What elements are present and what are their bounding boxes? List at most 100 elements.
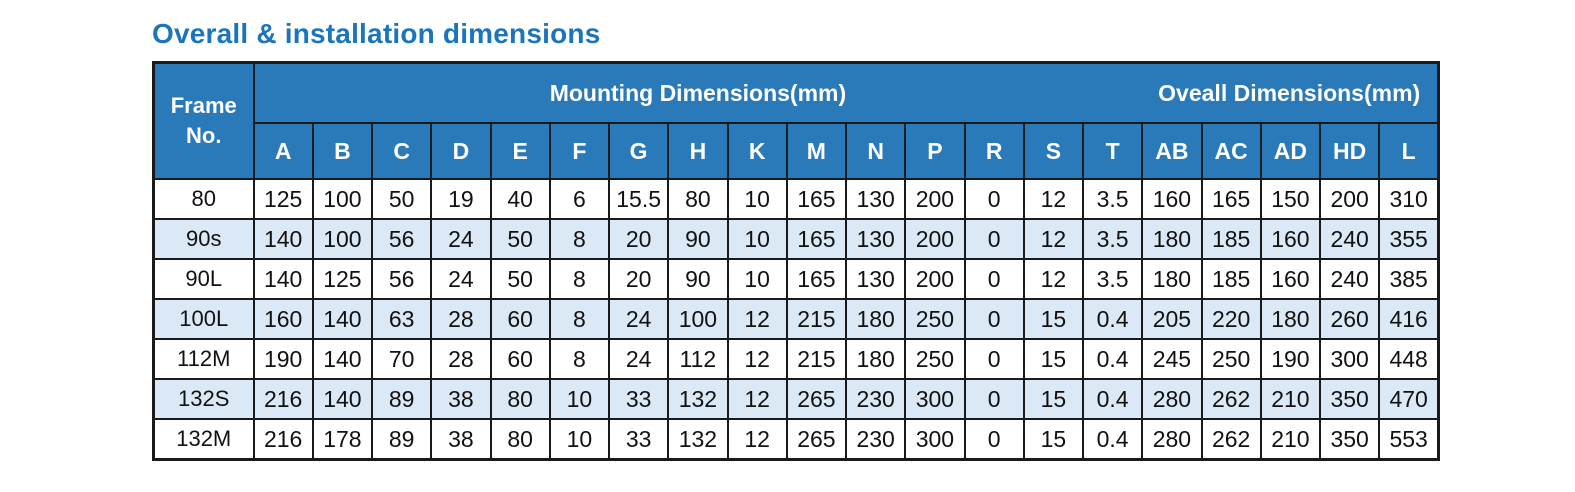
value-cell: 8	[548, 298, 611, 340]
value-cell: 265	[785, 378, 848, 420]
column-header-c: C	[370, 122, 433, 180]
value-cell: 262	[1200, 378, 1262, 420]
column-header-h: H	[667, 122, 729, 180]
value-cell: 15	[1022, 418, 1085, 461]
value-cell: 200	[904, 258, 966, 300]
value-cell: 90	[667, 218, 729, 260]
value-cell: 50	[370, 178, 433, 220]
value-cell: 70	[370, 338, 433, 380]
value-cell: 15.5	[607, 178, 670, 220]
value-cell: 100	[311, 218, 374, 260]
value-cell: 190	[1259, 338, 1322, 380]
table-row: 132S 216 140 89 38 80 10 33 132 12 265 230 300 0 15 0.4…	[152, 378, 1440, 420]
value-cell: 160	[1141, 178, 1203, 220]
value-cell: 12	[726, 418, 788, 461]
value-cell: 19	[430, 178, 492, 220]
group-header-mounting-dimensions: Mounting Dimensions(mm)	[549, 79, 847, 106]
table-row: 100L 160 140 63 28 60 8 24 100 12 215 180 250 0 15 0.4 2…	[152, 298, 1440, 340]
frame-cell: 100L	[152, 298, 255, 340]
value-cell: 470	[1378, 378, 1440, 420]
value-cell: 60	[489, 338, 551, 380]
value-cell: 416	[1378, 298, 1440, 340]
value-cell: 0.4	[1081, 298, 1144, 340]
value-cell: 12	[726, 338, 788, 380]
value-cell: 245	[1141, 338, 1203, 380]
value-cell: 185	[1200, 218, 1262, 260]
value-cell: 50	[489, 218, 551, 260]
value-cell: 100	[667, 298, 729, 340]
column-header-ad: AD	[1259, 122, 1322, 180]
value-cell: 165	[785, 178, 848, 220]
value-cell: 33	[607, 418, 670, 461]
column-header-d: D	[430, 122, 492, 180]
value-cell: 56	[370, 258, 433, 300]
value-cell: 300	[1318, 338, 1381, 380]
value-cell: 140	[311, 378, 374, 420]
value-cell: 10	[726, 258, 788, 300]
column-header-r: R	[963, 122, 1025, 180]
table-row: 132M 216 178 89 38 80 10 33 132 12 265 230 300 0 15 0.4…	[152, 418, 1440, 461]
value-cell: 262	[1200, 418, 1262, 461]
value-cell: 56	[370, 218, 433, 260]
column-header-a: A	[252, 122, 314, 180]
value-cell: 205	[1141, 298, 1203, 340]
value-cell: 12	[1022, 178, 1085, 220]
column-header-b: B	[311, 122, 374, 180]
table-row: 90L 140 125 56 24 50 8 20 90 10 165 130 200 0 12 3.5 180…	[152, 258, 1440, 300]
value-cell: 63	[370, 298, 433, 340]
value-cell: 280	[1141, 378, 1203, 420]
value-cell: 355	[1378, 218, 1440, 260]
column-header-e: E	[489, 122, 551, 180]
value-cell: 220	[1200, 298, 1262, 340]
value-cell: 160	[1259, 258, 1322, 300]
value-cell: 28	[430, 338, 492, 380]
value-cell: 10	[726, 178, 788, 220]
value-cell: 130	[844, 218, 907, 260]
value-cell: 60	[489, 298, 551, 340]
frame-cell: 80	[152, 178, 255, 220]
value-cell: 12	[1022, 218, 1085, 260]
column-header-g: G	[607, 122, 670, 180]
value-cell: 130	[844, 178, 907, 220]
value-cell: 553	[1378, 418, 1440, 461]
value-cell: 240	[1318, 218, 1381, 260]
group-header-overall-dimensions: Oveall Dimensions(mm)	[1158, 79, 1421, 106]
value-cell: 180	[844, 298, 907, 340]
value-cell: 140	[252, 218, 314, 260]
value-cell: 125	[311, 258, 374, 300]
value-cell: 230	[844, 418, 907, 461]
value-cell: 24	[607, 338, 670, 380]
value-cell: 178	[311, 418, 374, 461]
value-cell: 0	[963, 178, 1025, 220]
value-cell: 8	[548, 218, 611, 260]
value-cell: 165	[1200, 178, 1262, 220]
value-cell: 89	[370, 378, 433, 420]
value-cell: 350	[1318, 378, 1381, 420]
value-cell: 15	[1022, 378, 1085, 420]
column-header-m: M	[785, 122, 848, 180]
value-cell: 200	[904, 218, 966, 260]
value-cell: 0	[963, 418, 1025, 461]
value-cell: 0.4	[1081, 378, 1144, 420]
value-cell: 33	[607, 378, 670, 420]
frame-cell: 132M	[152, 418, 255, 461]
value-cell: 216	[252, 378, 314, 420]
table-row: 112M 190 140 70 28 60 8 24 112 12 215 180 250 0 15 0.4 2…	[152, 338, 1440, 380]
value-cell: 132	[667, 418, 729, 461]
value-cell: 3.5	[1081, 218, 1144, 260]
table-row: 90s 140 100 56 24 50 8 20 90 10 165 130 200 0 12 3.5 180…	[152, 218, 1440, 260]
column-header-n: N	[844, 122, 907, 180]
value-cell: 3.5	[1081, 258, 1144, 300]
value-cell: 12	[726, 378, 788, 420]
value-cell: 28	[430, 298, 492, 340]
frame-no-header: Frame No.	[152, 61, 255, 180]
group-header-row: Frame No. Mounting Dimensions(mm) Oveall…	[152, 61, 1440, 180]
column-header-hd: HD	[1318, 122, 1381, 180]
frame-cell: 90s	[152, 218, 255, 260]
value-cell: 89	[370, 418, 433, 461]
value-cell: 12	[726, 298, 788, 340]
value-cell: 24	[430, 218, 492, 260]
table-body: 80 125 100 50 19 40 6 15.5 80 10 165 130 200 0 12 3.5 16…	[152, 178, 1440, 461]
value-cell: 24	[430, 258, 492, 300]
value-cell: 112	[667, 338, 729, 380]
